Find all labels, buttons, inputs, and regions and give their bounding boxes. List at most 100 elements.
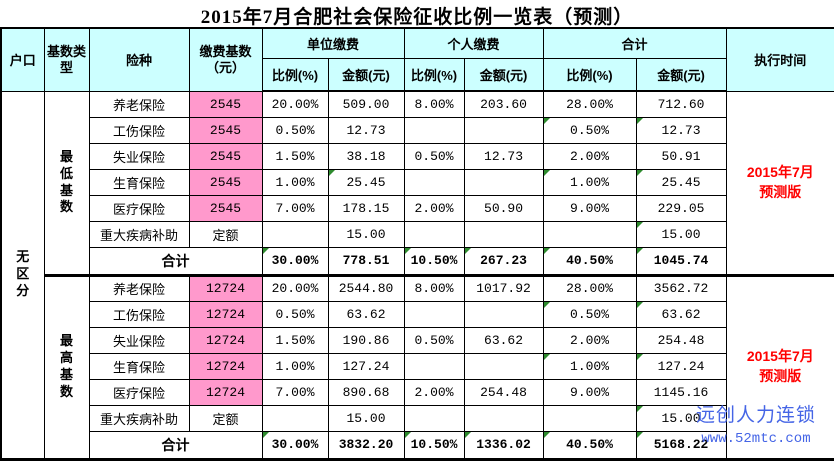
- header-base-type: 基数类型: [43, 27, 90, 92]
- cell-unit-amt: 38.18: [327, 142, 405, 170]
- cell-per-amt: [463, 168, 544, 196]
- cell-tot-amt: 5168.22: [635, 430, 727, 460]
- cell-subtotal-label: 合计: [88, 430, 263, 460]
- watermark: 远创人力连锁 www.52mtc.com: [681, 400, 831, 447]
- header-group-personal: 个人缴费: [403, 27, 544, 59]
- cell-base-amount: 12724: [188, 326, 263, 354]
- cell-base-amount: 2545: [188, 90, 263, 118]
- table-row: 工伤保险 2545 0.50% 12.73 0.50% 12.73: [1, 116, 834, 144]
- cell-unit-amt: 3832.20: [327, 430, 405, 460]
- table-row: 工伤保险 12724 0.50% 63.62 0.50% 63.62: [1, 300, 834, 328]
- cell-per-rate: [403, 300, 465, 328]
- cell-base-amount: 12724: [188, 352, 263, 380]
- cell-exec-time: 2015年7月 预测版: [725, 90, 834, 276]
- cell-base-amount: 12724: [188, 273, 263, 302]
- cell-per-rate: [403, 352, 465, 380]
- cell-unit-amt: 63.62: [327, 300, 405, 328]
- cell-tot-rate: 28.00%: [542, 90, 637, 118]
- header-total-rate: 比例(%): [542, 57, 637, 92]
- cell-insurance-name: 重大疾病补助: [88, 404, 190, 432]
- cell-tot-rate: 9.00%: [542, 194, 637, 222]
- cell-per-amt: [463, 300, 544, 328]
- cell-unit-amt: 15.00: [327, 220, 405, 248]
- header-insurance: 险种: [88, 27, 190, 92]
- table-row: 失业保险 12724 1.50% 190.86 0.50% 63.62 2.00% 254.4…: [1, 326, 834, 354]
- cell-base-amount: 2545: [188, 116, 263, 144]
- cell-unit-rate: 1.00%: [261, 352, 329, 380]
- cell-unit-amt: 15.00: [327, 404, 405, 432]
- header-unit-amount: 金额(元): [327, 57, 405, 92]
- cell-insurance-name: 养老保险: [88, 90, 190, 118]
- cell-per-amt: 203.60: [463, 90, 544, 118]
- cell-per-rate: 0.50%: [403, 326, 465, 354]
- cell-tot-rate: [542, 404, 637, 432]
- cell-insurance-name: 养老保险: [88, 273, 190, 302]
- table-row: 无区分最低基数养老保险 2545 20.00% 509.00 8.00% 203.60 28…: [0, 90, 834, 460]
- cell-per-amt: [463, 116, 544, 144]
- cell-per-rate: [403, 404, 465, 432]
- cell-insurance-name: 生育保险: [88, 352, 190, 380]
- cell-tot-amt: 25.45: [635, 168, 727, 196]
- table-body: 无区分最低基数养老保险 2545 20.00% 509.00 8.00% 203.60 28…: [0, 90, 834, 460]
- cell-tot-rate: 0.50%: [542, 300, 637, 328]
- cell-base-amount: 2545: [188, 142, 263, 170]
- cell-unit-rate: 0.50%: [261, 116, 329, 144]
- cell-per-amt: 267.23: [463, 246, 544, 276]
- cell-unit-amt: 12.73: [327, 116, 405, 144]
- table-row: 医疗保险 2545 7.00% 178.15 2.00% 50.90 9.00% 229.05: [1, 194, 834, 222]
- cell-unit-amt: 25.45: [327, 168, 405, 196]
- header-group-total: 合计: [542, 27, 727, 59]
- cell-insurance-name: 重大疾病补助: [88, 220, 190, 248]
- cell-unit-amt: 509.00: [327, 90, 405, 118]
- cell-unit-rate: 1.50%: [261, 142, 329, 170]
- cell-per-rate: 2.00%: [403, 194, 465, 222]
- cell-tot-amt: 15.00: [635, 404, 727, 432]
- cell-tot-amt: 712.60: [635, 90, 727, 118]
- cell-unit-amt: 890.68: [327, 378, 405, 406]
- cell-tot-amt: 127.24: [635, 352, 727, 380]
- cell-unit-rate: [261, 220, 329, 248]
- header-group-unit: 单位缴费: [261, 27, 405, 59]
- cell-per-rate: [403, 168, 465, 196]
- cell-per-amt: [463, 352, 544, 380]
- cell-unit-rate: 0.50%: [261, 300, 329, 328]
- cell-base-amount: 定额: [188, 404, 263, 432]
- table-row: 失业保险 2545 1.50% 38.18 0.50% 12.73 2.00% 50.91: [1, 142, 834, 170]
- table-row: 生育保险 2545 1.00% 25.45 1.00% 25.45: [1, 168, 834, 196]
- table-row: 最高基数养老保险 12724 20.00% 2544.80 8.00% 1017.92 28…: [1, 273, 834, 460]
- cell-tot-amt: 15.00: [635, 220, 727, 248]
- cell-tot-rate: [542, 220, 637, 248]
- table-header: 户口 基数类型 险种 缴费基数（元） 单位缴费 个人缴费 合计 执行时间 比例(…: [0, 27, 834, 92]
- header-hukou: 户口: [0, 27, 45, 92]
- cell-per-rate: [403, 220, 465, 248]
- cell-insurance-name: 医疗保险: [88, 194, 190, 222]
- watermark-brand: 远创人力连锁: [695, 405, 816, 426]
- cell-unit-amt: 178.15: [327, 194, 405, 222]
- cell-tot-rate: 2.00%: [542, 326, 637, 354]
- cell-per-amt: [463, 404, 544, 432]
- cell-per-rate: 2.00%: [403, 378, 465, 406]
- cell-unit-rate: 1.50%: [261, 326, 329, 354]
- watermark-url[interactable]: www.52mtc.com: [701, 431, 811, 447]
- cell-tot-amt: 50.91: [635, 142, 727, 170]
- cell-tot-rate: 2.00%: [542, 142, 637, 170]
- cell-unit-rate: 20.00%: [261, 90, 329, 118]
- cell-per-amt: 63.62: [463, 326, 544, 354]
- cell-base-type: 最低基数: [43, 90, 90, 276]
- cell-per-amt: 12.73: [463, 142, 544, 170]
- header-total-amount: 金额(元): [635, 57, 727, 92]
- cell-unit-rate: 7.00%: [261, 194, 329, 222]
- cell-insurance-name: 工伤保险: [88, 300, 190, 328]
- cell-tot-rate: 40.50%: [542, 430, 637, 460]
- cell-tot-amt: 12.73: [635, 116, 727, 144]
- cell-per-rate: 8.00%: [403, 90, 465, 118]
- page-title: 2015年7月合肥社会保险征收比例一览表（预测）: [200, 7, 634, 28]
- insurance-table: 户口 基数类型 险种 缴费基数（元） 单位缴费 个人缴费 合计 执行时间 比例(…: [0, 27, 834, 461]
- cell-tot-rate: 0.50%: [542, 116, 637, 144]
- cell-tot-amt: 1045.74: [635, 246, 727, 276]
- cell-unit-amt: 190.86: [327, 326, 405, 354]
- cell-per-amt: [463, 220, 544, 248]
- cell-insurance-name: 医疗保险: [88, 378, 190, 406]
- cell-unit-amt: 2544.80: [327, 273, 405, 302]
